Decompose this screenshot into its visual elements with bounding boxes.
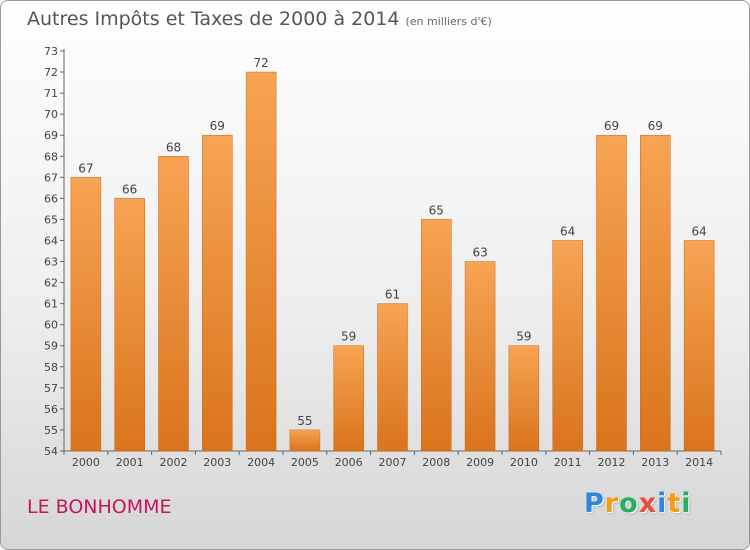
x-tick-label: 2007 [379, 456, 407, 469]
bar [683, 240, 715, 452]
logo-letter: r [604, 488, 620, 519]
bar [158, 156, 189, 452]
y-tick-label: 54 [44, 445, 58, 458]
logo-letter: P [584, 488, 605, 519]
y-tick-label: 71 [44, 87, 58, 100]
bar-value-label: 66 [122, 182, 137, 196]
bar-value-label: 68 [166, 140, 181, 154]
bar-value-label: 65 [429, 203, 444, 217]
bar [464, 261, 496, 452]
bar-value-label: 69 [648, 119, 663, 133]
bar-value-label: 61 [385, 288, 400, 302]
y-tick-label: 68 [44, 150, 58, 163]
logo-letter: i [681, 488, 692, 519]
x-tick-label: 2012 [598, 456, 626, 469]
bar [70, 177, 102, 452]
y-tick-label: 66 [44, 192, 58, 205]
bar-value-label: 64 [560, 224, 575, 238]
bar-value-label: 64 [691, 224, 706, 238]
y-tick-label: 56 [44, 403, 58, 416]
y-tick-label: 59 [44, 340, 58, 353]
bar [114, 198, 145, 452]
x-tick-label: 2000 [72, 456, 100, 469]
bar-value-label: 59 [516, 330, 531, 344]
y-tick-label: 73 [44, 45, 58, 58]
chart-subtitle: (en milliers d'€) [405, 15, 492, 28]
y-tick-label: 63 [44, 256, 58, 269]
x-tick-label: 2011 [554, 456, 582, 469]
bar-value-label: 69 [210, 119, 225, 133]
x-tick-label: 2006 [335, 456, 363, 469]
bar-value-label: 67 [78, 161, 93, 175]
logo-letter: i [657, 488, 668, 519]
y-tick-label: 62 [44, 277, 58, 290]
location-name: LE BONHOMME [27, 496, 172, 518]
bar-value-label: 55 [297, 414, 312, 428]
bar [508, 345, 540, 452]
bar [640, 134, 671, 452]
x-tick-label: 2008 [422, 456, 450, 469]
x-tick-label: 2003 [203, 456, 231, 469]
bar [202, 134, 233, 452]
x-tick-label: 2013 [641, 456, 669, 469]
logo-letter: x [638, 488, 658, 519]
bar-value-label: 72 [253, 56, 268, 70]
x-tick-label: 2010 [510, 456, 538, 469]
x-tick-label: 2004 [247, 456, 275, 469]
bar [377, 303, 408, 452]
y-tick-label: 72 [44, 66, 58, 79]
y-tick-label: 57 [44, 382, 58, 395]
y-tick-label: 70 [44, 108, 58, 121]
y-tick-label: 65 [44, 213, 58, 226]
y-tick-label: 60 [44, 319, 58, 332]
bar-value-label: 69 [604, 119, 619, 133]
bar [596, 134, 627, 452]
bar [333, 345, 364, 452]
bar-value-label: 63 [472, 246, 487, 260]
x-tick-label: 2001 [116, 456, 144, 469]
logo-letter: o [619, 488, 639, 519]
bar [245, 71, 277, 452]
bar [289, 429, 321, 452]
y-tick-label: 55 [44, 424, 58, 437]
x-tick-label: 2002 [160, 456, 188, 469]
chart-title: Autres Impôts et Taxes de 2000 à 2014 (en… [27, 8, 492, 30]
x-tick-label: 2014 [685, 456, 713, 469]
logo-letter: t [667, 488, 682, 519]
bar [421, 219, 452, 452]
y-tick-label: 58 [44, 361, 58, 374]
bar-value-label: 59 [341, 330, 356, 344]
proxiti-logo: Proxiti [584, 488, 692, 519]
x-tick-label: 2009 [466, 456, 494, 469]
y-tick-label: 67 [44, 171, 58, 184]
x-tick-label: 2005 [291, 456, 319, 469]
y-tick-label: 69 [44, 129, 58, 142]
bar [552, 240, 583, 452]
y-tick-label: 64 [44, 234, 58, 247]
y-tick-label: 61 [44, 298, 58, 311]
